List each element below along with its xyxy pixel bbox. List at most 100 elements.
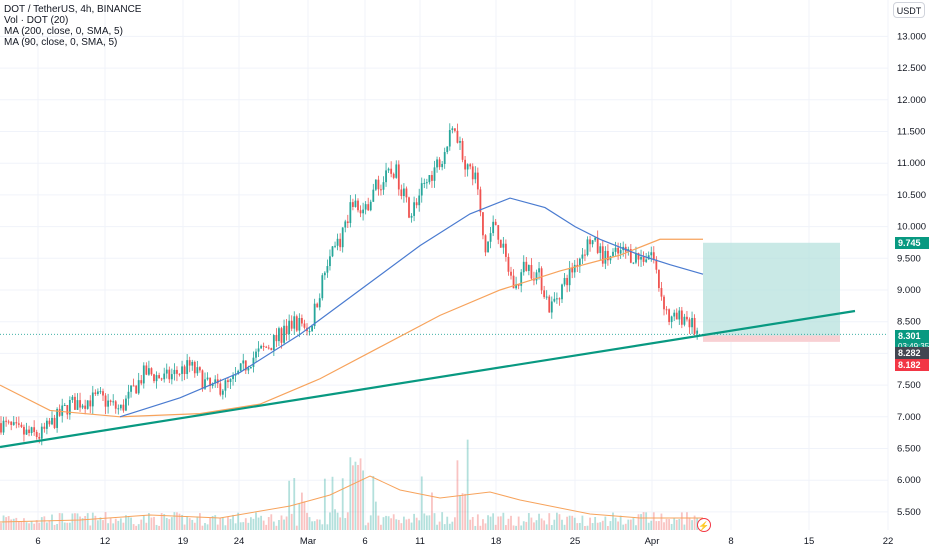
volume-bar [250,517,252,530]
candle-body [278,328,280,342]
candle-body [553,298,556,302]
candle-body [15,422,18,424]
volume-bar [186,516,189,530]
volume-bar [25,522,28,530]
volume-bar [369,515,372,530]
candle-body [38,436,41,439]
volume-bar [130,517,132,530]
volume-bar [311,521,313,530]
volume-indicator-label[interactable]: Vol · DOT (20) [4,15,69,26]
volume-bar [318,519,321,530]
candle-body [86,400,89,409]
volume-bar [678,519,681,530]
volume-bar [28,523,30,530]
time-axis[interactable]: 6 12 19 24 Mar 6 11 18 25 Apr 8 15 22 [35,536,893,547]
candle-body [0,423,2,433]
candle-body [5,420,7,422]
long-position-zones[interactable] [0,242,888,342]
candle-body [566,277,568,286]
candle-body [25,429,28,435]
candle-body [257,348,260,352]
volume-bar [346,512,349,530]
volume-bar [377,515,380,530]
candle-body [130,385,132,392]
volume-bar [374,501,377,530]
volume-bar [359,458,362,530]
volume-bar [165,517,168,530]
candle-body [691,317,693,328]
candle-body [530,265,533,279]
candle-body [377,179,380,190]
candle-body [492,221,495,234]
ma90-indicator-label[interactable]: MA (90, close, 0, SMA, 5) [4,37,118,48]
volume-bar [10,519,13,530]
candle-body [349,202,352,224]
volume-bar [571,515,574,530]
volume-bar [301,492,303,530]
candle-body [423,182,426,184]
candle-body [35,431,38,437]
candle-body [326,266,329,273]
volume-bar [114,518,117,530]
volume-bar [578,522,581,530]
volume-bar [323,478,326,530]
ma200-indicator-label[interactable]: MA (200, close, 0, SMA, 5) [4,26,123,37]
candle-body [316,303,319,308]
volume-bar [119,518,122,530]
symbol-title[interactable]: DOT / TetherUS, 4h, BINANCE [4,4,142,15]
candle-body [339,238,342,248]
candle-body [433,167,436,181]
candle-body [436,159,438,168]
candle-body [489,233,492,242]
volume-bar [43,516,46,530]
candle-body [696,330,699,334]
candle-body [71,396,74,400]
volume-bar [313,521,316,530]
candle-body [28,429,30,434]
volume-bar [181,514,183,530]
candle-body [459,140,461,143]
time-tick-label: 15 [804,536,815,547]
candle-body [145,365,148,375]
candle-body [642,256,645,262]
candle-body [446,146,449,153]
volume-bar [221,517,224,530]
trendline[interactable] [0,309,856,449]
lightning-icon[interactable]: ⚡ [697,518,711,532]
candle-body [387,168,390,171]
volume-bar [629,519,632,530]
candle-body [295,316,298,331]
volume-bar [423,513,426,530]
volume-bar [663,522,665,530]
volume-bar [160,513,163,530]
volume-bar [535,520,538,530]
candle-body [191,361,194,366]
candle-body [693,317,696,334]
volume-bar [586,525,589,530]
volume-bar [550,525,553,530]
volume-bar [647,522,650,530]
volume-bar [499,516,502,530]
stop-price-tag: 8.182 [895,359,929,371]
volume-bar [107,523,109,530]
volume-bar [308,517,311,530]
moving-averages [0,197,704,418]
candle-body [2,420,5,433]
volume-bar [173,512,176,530]
volume-bar [244,518,247,530]
candle-body [540,268,543,291]
volume-bar [530,517,533,530]
candle-body [209,377,211,387]
candle-body [525,261,528,271]
volume-bar [673,518,676,530]
volume-bar [367,522,370,530]
volume-bar [380,524,382,530]
candle-body [293,316,296,329]
candle-body [262,345,265,347]
volume-bar [612,512,614,530]
candle-body [451,128,454,131]
candle-body [683,316,686,325]
currency-button[interactable]: USDT [893,2,925,18]
candle-body [20,424,23,427]
